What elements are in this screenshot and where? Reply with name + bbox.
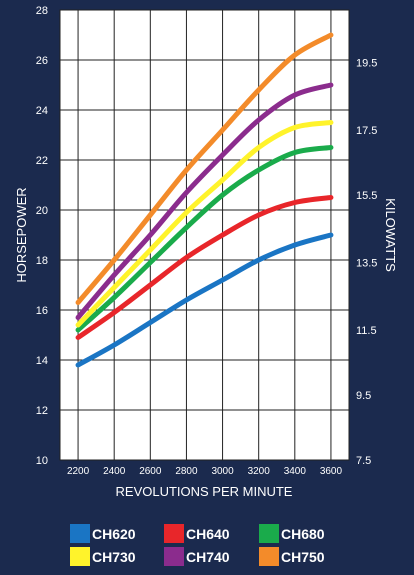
- x-tick-label: 3200: [248, 466, 271, 477]
- legend-swatch-ch680: [259, 524, 279, 543]
- y-axis-label: HORSEPOWER: [14, 187, 29, 282]
- legend-label-ch730: CH730: [92, 549, 136, 565]
- x-tick-label: 3000: [211, 466, 234, 477]
- y-tick-label: 14: [36, 355, 48, 367]
- legend: CH620 CH640 CH680 CH730 CH740 CH750: [70, 524, 325, 566]
- y-tick-label: 16: [36, 305, 48, 317]
- legend-swatch-ch640: [164, 524, 184, 543]
- legend-label-ch750: CH750: [281, 549, 325, 565]
- y2-tick-label: 17.5: [356, 125, 377, 137]
- x-tick-label: 2600: [139, 466, 162, 477]
- plot-border: [59, 9, 350, 461]
- y-tick-label: 28: [36, 5, 48, 17]
- x-axis-label: REVOLUTIONS PER MINUTE: [116, 484, 293, 499]
- series-line-ch620: [75, 232, 334, 368]
- legend-label-ch680: CH680: [281, 526, 325, 542]
- y2-axis-ticks: 7.5 9.5 11.5 13.5 15.5 17.5 19.5: [356, 58, 377, 468]
- y-tick-label: 22: [36, 155, 48, 167]
- y2-tick-label: 7.5: [356, 455, 371, 467]
- x-tick-label: 3400: [284, 466, 307, 477]
- series-line-ch750: [75, 32, 334, 305]
- series-line-ch640: [75, 195, 334, 340]
- x-tick-label: 2400: [103, 466, 126, 477]
- y-tick-label: 24: [36, 105, 48, 117]
- legend-label-ch620: CH620: [92, 526, 136, 542]
- legend-swatch-ch750: [259, 547, 279, 566]
- series-lines: [75, 32, 334, 368]
- y2-axis-label: KILOWATTS: [383, 198, 398, 272]
- y-tick-label: 18: [36, 255, 48, 267]
- y2-tick-label: 13.5: [356, 258, 377, 270]
- x-axis-ticks: 2200 2400 2600 2800 3000 3200 3400 3600: [67, 466, 343, 477]
- y2-tick-label: 11.5: [356, 325, 377, 337]
- legend-swatch-ch730: [70, 547, 90, 566]
- x-tick-label: 2200: [67, 466, 90, 477]
- legend-label-ch640: CH640: [186, 526, 230, 542]
- legend-label-ch740: CH740: [186, 549, 230, 565]
- plot-background: [60, 10, 349, 460]
- legend-swatch-ch620: [70, 524, 90, 543]
- series-line-ch740: [75, 82, 334, 320]
- y2-tick-label: 19.5: [356, 58, 377, 70]
- y2-tick-label: 15.5: [356, 190, 377, 202]
- series-line-ch730: [75, 120, 334, 328]
- y2-tick-label: 9.5: [356, 390, 371, 402]
- y-tick-label: 26: [36, 55, 48, 67]
- y-tick-label: 12: [36, 405, 48, 417]
- legend-swatch-ch740: [164, 547, 184, 566]
- y-tick-label: 10: [36, 455, 48, 467]
- x-tick-label: 3600: [320, 466, 343, 477]
- y-axis-ticks: 10 12 14 16 18 20 22 24 26 28: [36, 5, 48, 467]
- x-tick-label: 2800: [175, 466, 198, 477]
- y-tick-label: 20: [36, 205, 48, 217]
- series-line-ch680: [75, 145, 334, 333]
